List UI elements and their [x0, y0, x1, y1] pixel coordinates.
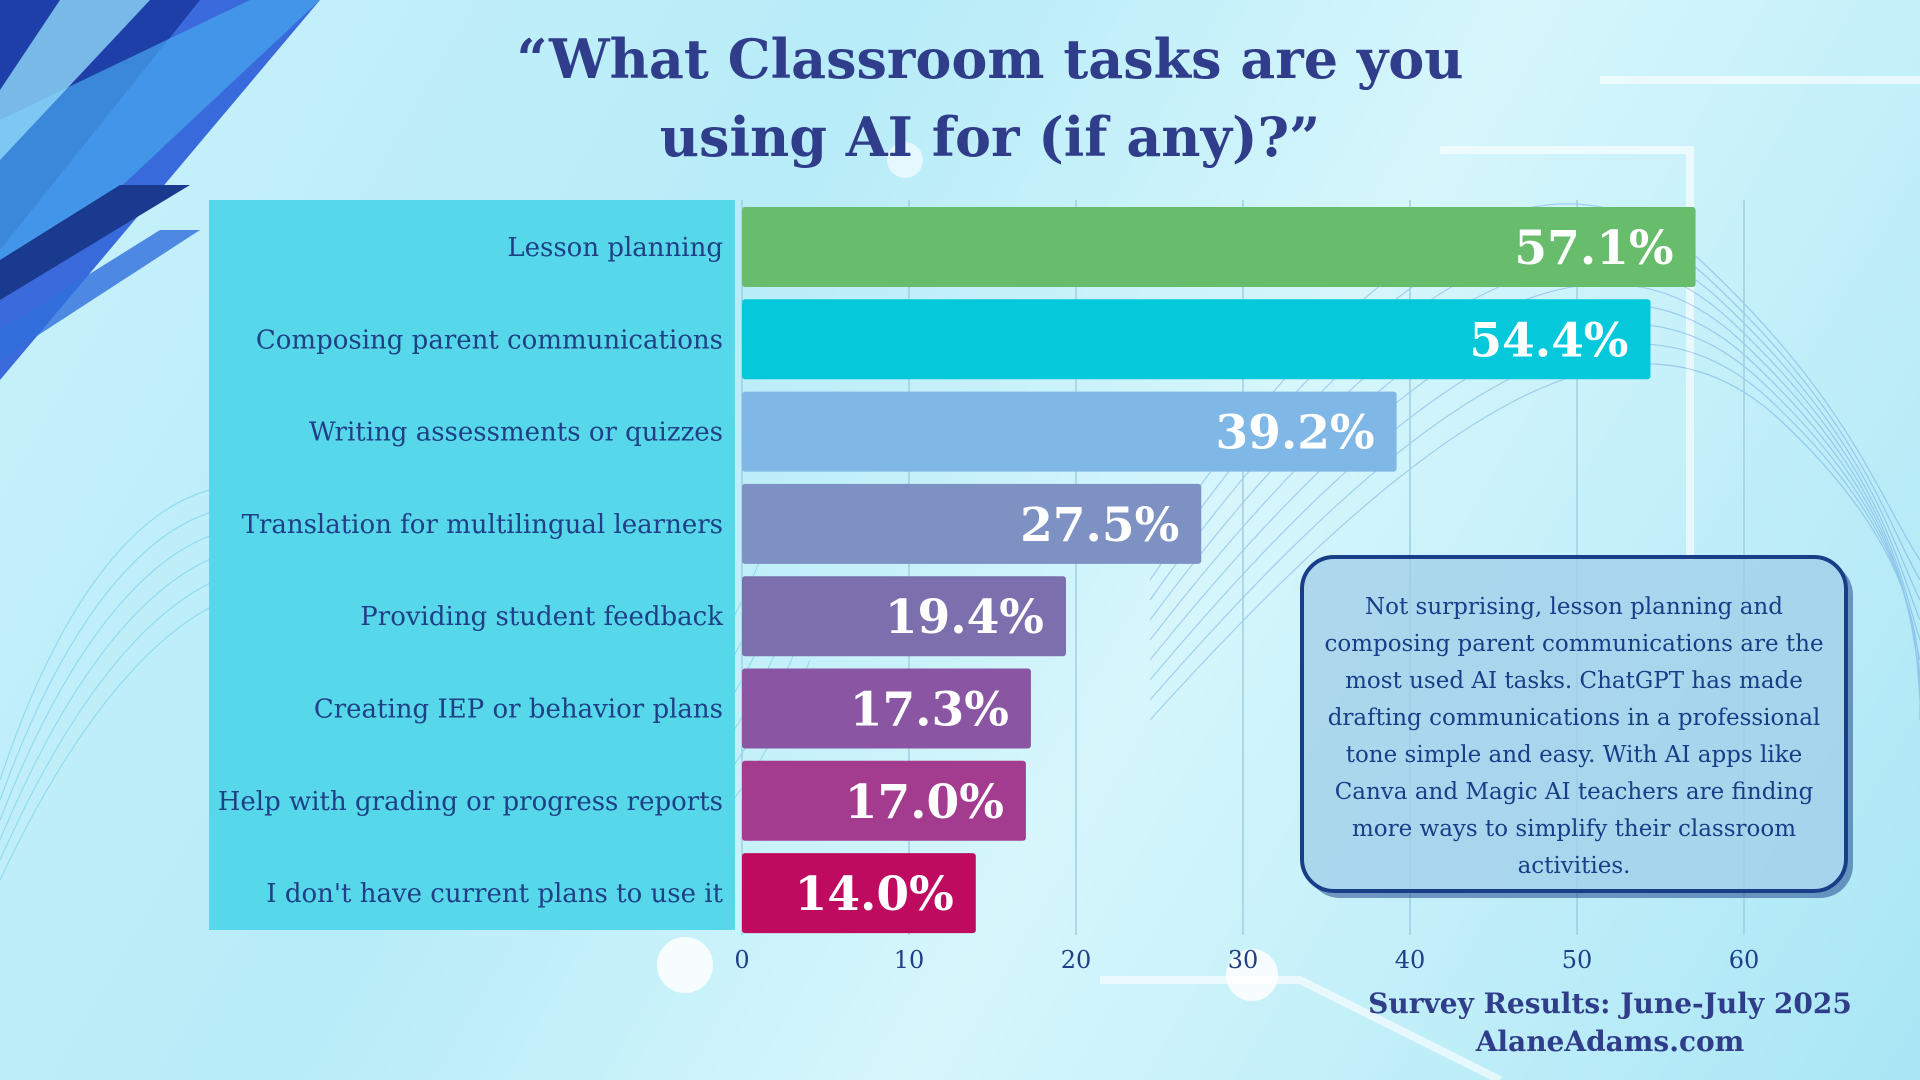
- bar: [742, 853, 976, 934]
- category-label: Providing student feedback: [360, 602, 723, 632]
- bar: [742, 483, 1202, 564]
- callout-box: Not surprising, lesson planning and comp…: [1300, 555, 1848, 893]
- x-tick-label: 40: [1395, 946, 1426, 974]
- value-label: 17.3%: [850, 683, 1009, 738]
- value-label: 27.5%: [1020, 498, 1179, 553]
- value-label: 17.0%: [845, 775, 1004, 830]
- category-label: I don't have current plans to use it: [266, 879, 723, 909]
- category-label: Help with grading or progress reports: [218, 787, 723, 817]
- x-tick-label: 60: [1729, 946, 1760, 974]
- category-label-panel: [209, 200, 735, 930]
- title-line-1: “What Classroom tasks are you: [516, 27, 1464, 91]
- value-label: 14.0%: [795, 867, 954, 922]
- bar: [742, 207, 1696, 287]
- value-label: 57.1%: [1514, 221, 1673, 276]
- footer: Survey Results: June-July 2025 AlaneAdam…: [1330, 985, 1890, 1061]
- title-line-2: using AI for (if any)?”: [659, 105, 1321, 169]
- value-label: 19.4%: [885, 590, 1044, 645]
- value-label: 39.2%: [1215, 406, 1374, 461]
- callout-text: Not surprising, lesson planning and comp…: [1324, 594, 1824, 879]
- bar: [742, 760, 1026, 841]
- value-label: 54.4%: [1469, 313, 1628, 368]
- category-label: Creating IEP or behavior plans: [314, 695, 723, 725]
- x-tick-label: 0: [734, 946, 749, 974]
- x-tick-label: 50: [1562, 946, 1593, 974]
- x-tick-label: 10: [894, 946, 925, 974]
- bar: [742, 576, 1066, 657]
- bar: [742, 668, 1031, 749]
- x-tick-label: 30: [1228, 946, 1259, 974]
- category-label: Composing parent communications: [256, 325, 723, 355]
- bar: [742, 299, 1651, 380]
- chart-title: “What Classroom tasks are you using AI f…: [340, 20, 1640, 176]
- category-label: Lesson planning: [507, 233, 723, 263]
- x-tick-label: 20: [1061, 946, 1092, 974]
- bar: [742, 391, 1397, 472]
- survey-date: Survey Results: June-July 2025: [1368, 987, 1852, 1020]
- website: AlaneAdams.com: [1475, 1025, 1745, 1058]
- category-label: Writing assessments or quizzes: [309, 418, 723, 448]
- category-label: Translation for multilingual learners: [242, 510, 723, 540]
